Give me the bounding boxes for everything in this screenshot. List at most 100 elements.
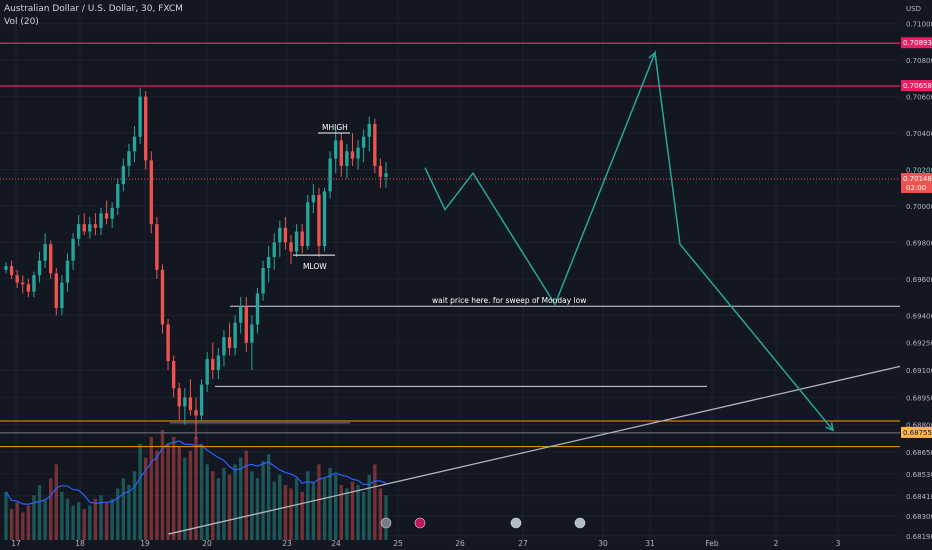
volume-bar-53 [300, 491, 304, 540]
time-tick-5: 24 [331, 539, 341, 548]
candle-body-63 [356, 147, 360, 159]
candle-body-61 [345, 151, 349, 166]
event-markers[interactable] [380, 517, 586, 529]
trendline-segment [168, 365, 901, 535]
candle-body-47 [266, 257, 271, 268]
volume-bar-41 [233, 464, 237, 540]
candle-body-65 [367, 123, 371, 137]
candle-body-43 [244, 306, 248, 343]
candle-body-44 [250, 324, 254, 343]
price-badge-1: 0.70658 [903, 82, 932, 90]
volume-bar-22 [127, 485, 131, 540]
volume-bar-43 [244, 450, 248, 540]
volume-bar-62 [350, 481, 355, 540]
volume-bar-18 [104, 502, 109, 540]
projection-arrow-down [825, 422, 834, 432]
candle-body-4 [26, 284, 31, 292]
projection-path[interactable] [424, 49, 834, 432]
volume-bar-38 [216, 478, 221, 540]
volume-bar-17 [99, 495, 103, 540]
candle-body-6 [37, 260, 42, 276]
candle-body-51 [289, 242, 293, 252]
candle-body-23 [132, 136, 137, 152]
volume-bar-5 [32, 495, 36, 540]
candle-body-7 [43, 244, 47, 261]
volume-bar-2 [15, 502, 19, 540]
candle-body-26 [149, 160, 153, 225]
volume-bar-32 [183, 457, 187, 540]
candle-body-38 [216, 355, 221, 371]
volume-bar-30 [171, 436, 176, 540]
price-badge-sub-2: 02:00 [906, 184, 926, 192]
volume-bar-51 [289, 488, 293, 540]
time-tick-2: 19 [140, 539, 150, 548]
time-tick-10: 31 [645, 539, 655, 548]
time-tick-12: 2 [774, 539, 779, 548]
candle-body-11 [65, 260, 70, 283]
candle-body-46 [261, 267, 265, 294]
volume-bar-31 [177, 447, 181, 540]
volume-bar-11 [65, 498, 70, 540]
candle-body-15 [88, 224, 92, 232]
volume-bar-14 [82, 509, 86, 540]
candle-body-20 [116, 184, 120, 208]
candlesticks [4, 87, 388, 440]
support-zone[interactable] [0, 420, 900, 448]
candle-body-62 [350, 151, 355, 159]
trendline[interactable] [168, 365, 901, 535]
volume-bar-27 [155, 450, 159, 540]
volume-bar-52 [294, 478, 299, 540]
candle-body-48 [272, 242, 276, 258]
time-tick-7: 26 [455, 539, 465, 548]
candle-body-67 [378, 165, 383, 177]
volume-bar-58 [328, 467, 332, 540]
candle-body-57 [322, 191, 327, 247]
volume-bar-4 [26, 505, 31, 540]
grid-lines [0, 0, 900, 540]
volume-bar-50 [283, 485, 288, 540]
volume-bar-1 [9, 509, 14, 540]
volume-bar-10 [60, 491, 64, 540]
candle-body-1 [9, 266, 14, 276]
candle-body-56 [317, 195, 321, 247]
candle-body-29 [166, 324, 170, 361]
volume-bar-16 [93, 498, 98, 540]
candle-body-60 [339, 140, 343, 166]
volume-bar-6 [37, 485, 42, 540]
candle-body-12 [71, 238, 75, 261]
volume-bar-40 [227, 474, 232, 540]
time-tick-1: 18 [75, 539, 85, 548]
time-tick-4: 23 [282, 539, 292, 548]
candle-body-35 [199, 384, 204, 416]
volume-bar-68 [384, 495, 388, 540]
time-axis[interactable]: 17 18 19 20 23 24 25 26 27 30 31 Feb 2 3 [11, 539, 840, 548]
candle-body-33 [188, 397, 193, 411]
volume-bar-65 [367, 474, 371, 540]
volume-bar-20 [116, 488, 120, 540]
volume-indicator-label[interactable]: Vol (20) [4, 17, 39, 27]
symbol-title[interactable]: Australian Dollar / U.S. Dollar, 30, FXC… [4, 4, 183, 14]
candle-body-9 [54, 273, 58, 309]
candle-body-8 [49, 244, 53, 274]
volume-bar-47 [266, 454, 271, 540]
candle-body-31 [177, 388, 181, 407]
volume-bar-29 [166, 443, 170, 540]
volume-bar-55 [311, 481, 316, 540]
candle-body-19 [110, 207, 114, 219]
candle-body-49 [278, 227, 282, 243]
volume-bar-59 [334, 474, 338, 540]
candle-body-2 [15, 275, 19, 283]
volume-bar-35 [199, 443, 204, 540]
event-flag-icon-1 [414, 517, 426, 529]
annotations[interactable]: MHIGH MLOW wait price here. for sweep of M… [293, 123, 586, 305]
